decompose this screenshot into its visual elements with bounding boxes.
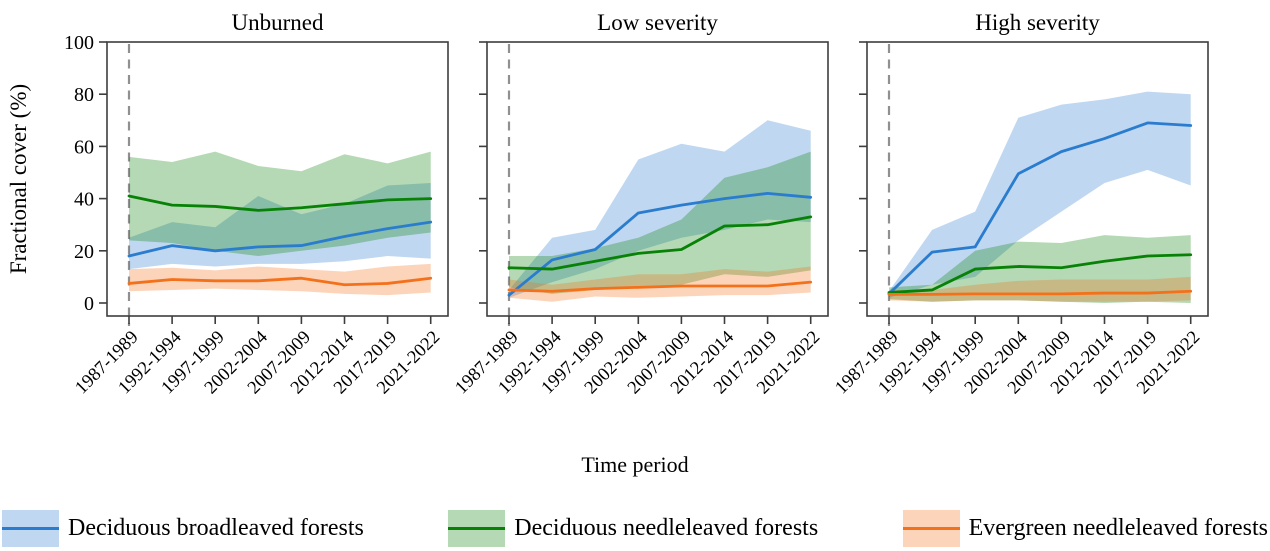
- panel-unburned: 1987-19891992-19941997-19992002-20042007…: [64, 10, 449, 398]
- panel-high-severity: 1987-19891992-19941997-19992002-20042007…: [832, 10, 1209, 398]
- legend-label: Deciduous broadleaved forests: [68, 515, 364, 541]
- legend-line-orange: [902, 527, 960, 530]
- legend: Deciduous broadleaved forests Deciduous …: [2, 510, 1268, 547]
- line-deciduous-broadleaved-forests: [887, 121, 1193, 296]
- panel-frame: [866, 41, 1209, 317]
- line-deciduous-broadleaved-forests: [127, 220, 433, 258]
- band-deciduous-needleleaved-forests: [129, 151, 431, 257]
- line-evergreen-needleleaved-forests: [127, 276, 433, 287]
- y-tick-label: 100: [64, 32, 94, 54]
- panel-frame: [106, 41, 449, 317]
- panel-title: Low severity: [597, 10, 718, 35]
- x-axis-label: Time period: [581, 452, 689, 477]
- line-deciduous-needleleaved-forests: [127, 194, 433, 212]
- band-deciduous-needleleaved-forests: [889, 235, 1191, 303]
- line-deciduous-broadleaved-forests: [507, 191, 813, 297]
- legend-item-evergreen-needleleaved-forests: Evergreen needleleaved forests: [902, 510, 1268, 547]
- band-deciduous-broadleaved-forests: [889, 91, 1191, 298]
- band-evergreen-needleleaved-forests: [509, 266, 811, 302]
- y-tick-label: 80: [74, 84, 94, 106]
- legend-label: Deciduous needleleaved forests: [514, 515, 819, 541]
- y-tick-label: 40: [74, 189, 94, 211]
- panel-title: High severity: [975, 10, 1100, 35]
- panel-low-severity: 1987-19891992-19941997-19992002-20042007…: [452, 10, 829, 398]
- line-evergreen-needleleaved-forests: [887, 289, 1193, 296]
- legend-swatch-green: [448, 510, 506, 547]
- legend-item-deciduous-broadleaved-forests: Deciduous broadleaved forests: [2, 510, 364, 547]
- legend-line-blue: [2, 527, 59, 530]
- legend-item-deciduous-needleleaved-forests: Deciduous needleleaved forests: [448, 510, 818, 547]
- line-evergreen-needleleaved-forests: [507, 280, 813, 293]
- legend-swatch-blue: [2, 510, 59, 547]
- band-deciduous-needleleaved-forests: [509, 151, 811, 294]
- panel-frame: [486, 41, 829, 317]
- legend-swatch-orange: [902, 510, 960, 547]
- legend-line-green: [448, 527, 506, 530]
- y-tick-label: 0: [84, 293, 94, 315]
- band-evergreen-needleleaved-forests: [889, 276, 1191, 302]
- band-deciduous-broadleaved-forests: [129, 182, 431, 270]
- y-axis-label: Fractional cover (%): [6, 84, 31, 274]
- line-deciduous-needleleaved-forests: [887, 253, 1193, 294]
- panel-title: Unburned: [232, 10, 324, 35]
- line-deciduous-needleleaved-forests: [507, 215, 813, 271]
- y-tick-label: 20: [74, 241, 94, 263]
- legend-label: Evergreen needleleaved forests: [968, 515, 1268, 541]
- y-tick-label: 60: [74, 136, 94, 158]
- charts-svg: Fractional cover (%) 1987-19891992-199419…: [6, 10, 1209, 398]
